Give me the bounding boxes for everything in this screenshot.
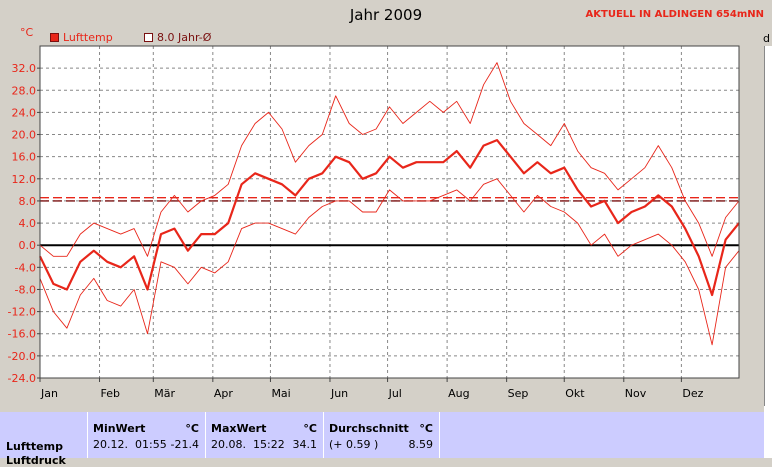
stats-row-header-cell: Lufttemp [0, 412, 88, 458]
stats-avg-cell: Durchschnitt °C (+ 0.59 ) 8.59 [324, 412, 440, 458]
station-status-text: AKTUELL IN ALDINGEN 654mNN [585, 9, 764, 20]
y-axis-unit-label: °C [20, 26, 34, 39]
stats-max-unit: °C [303, 422, 317, 435]
x-tick-label: Dez [682, 387, 703, 400]
legend-swatch-lufttemp [50, 33, 59, 42]
stats-min-time: 01:55 [135, 438, 167, 451]
y-tick-label: -8.0 [15, 283, 36, 296]
reference-lines [40, 197, 739, 247]
stats-avg-delta: (+ 0.59 ) [329, 438, 379, 451]
y-tick-label: -20.0 [8, 350, 36, 363]
x-tick-label: Jun [330, 387, 348, 400]
stats-min-header: MinWert [93, 422, 146, 435]
series-line-mean [39, 139, 740, 297]
x-tick-label: Feb [101, 387, 120, 400]
stats-max-cell: MaxWert °C 20.08. 15:22 34.1 [206, 412, 324, 458]
plot-background [40, 46, 739, 378]
y-tick-label: 24.0 [12, 106, 37, 119]
stats-min-cell: MinWert °C 20.12. 01:55 -21.4 [88, 412, 206, 458]
legend-label-year-average: 8.0 Jahr-Ø [157, 31, 212, 44]
y-axis-ticks: 32.0 28.0 24.0 20.0 16.0 12.0 8.0 4.0 0.0 -4.0 -8.… [8, 62, 40, 385]
side-scroll-strip[interactable] [764, 46, 772, 406]
stats-min-unit: °C [185, 422, 199, 435]
stats-max-value: 34.1 [292, 438, 318, 451]
x-tick-label: Mär [154, 387, 175, 400]
series-lines [39, 62, 740, 346]
y-tick-label: 12.0 [12, 173, 37, 186]
plot-area [40, 46, 739, 378]
y-tick-label: 8.0 [19, 195, 37, 208]
x-tick-label: Jan [40, 387, 58, 400]
plot-frame [39, 45, 740, 379]
stats-min-datetime: 20.12. 01:55 [93, 438, 167, 451]
y-tick-label: -12.0 [8, 306, 36, 319]
stats-row-label-2: Luftdruck [6, 454, 66, 467]
x-tick-label: Jul [388, 387, 402, 400]
x-tick-label: Okt [565, 387, 585, 400]
x-tick-label: Mai [271, 387, 290, 400]
x-axis-ticks: Jan Feb Mär Apr Mai Jun Jul Aug Sep Okt Nov Dez [39, 378, 704, 400]
y-tick-label: 0.0 [19, 239, 37, 252]
stats-row-label: Lufttemp [6, 440, 63, 453]
y-tick-label: -16.0 [8, 328, 36, 341]
y-tick-label: -4.0 [15, 261, 36, 274]
stats-max-header: MaxWert [211, 422, 267, 435]
stats-max-time: 15:22 [253, 438, 285, 451]
stats-min-date: 20.12. [93, 438, 128, 451]
stats-max-date: 20.08. [211, 438, 246, 451]
stats-table: Lufttemp MinWert °C 20.12. 01:55 -21.4 M… [0, 412, 764, 467]
series-line-min [39, 178, 740, 346]
clipped-edge-label: d [763, 32, 770, 45]
stats-min-value: -21.4 [170, 438, 199, 451]
y-tick-label: 20.0 [12, 129, 37, 142]
legend-item-year-average[interactable]: 8.0 Jahr-Ø [144, 31, 211, 44]
series-line-max [39, 62, 740, 257]
legend-label-lufttemp: Lufttemp [63, 31, 113, 44]
y-tick-label: 32.0 [12, 62, 37, 75]
x-tick-label: Sep [508, 387, 529, 400]
x-tick-label: Apr [214, 387, 234, 400]
stats-avg-header: Durchschnitt [329, 422, 409, 435]
y-tick-label: 4.0 [19, 217, 37, 230]
stats-empty-cell [440, 412, 764, 458]
y-tick-label: 28.0 [12, 84, 37, 97]
legend-item-lufttemp[interactable]: Lufttemp [50, 31, 113, 44]
legend-swatch-year-average [144, 33, 153, 42]
plot-border [39, 45, 740, 379]
stats-avg-value: 8.59 [408, 438, 434, 451]
y-tick-label: 16.0 [12, 151, 37, 164]
x-tick-label: Aug [448, 387, 469, 400]
y-tick-label: -24.0 [8, 372, 36, 385]
stats-avg-unit: °C [419, 422, 433, 435]
x-tick-label: Nov [625, 387, 647, 400]
stats-max-datetime: 20.08. 15:22 [211, 438, 285, 451]
temperature-chart: 32.0 28.0 24.0 20.0 16.0 12.0 8.0 4.0 0.0 -4.0 -8.… [8, 45, 740, 400]
chart-title: Jahr 2009 [349, 6, 423, 24]
table-side-strip [764, 406, 772, 458]
